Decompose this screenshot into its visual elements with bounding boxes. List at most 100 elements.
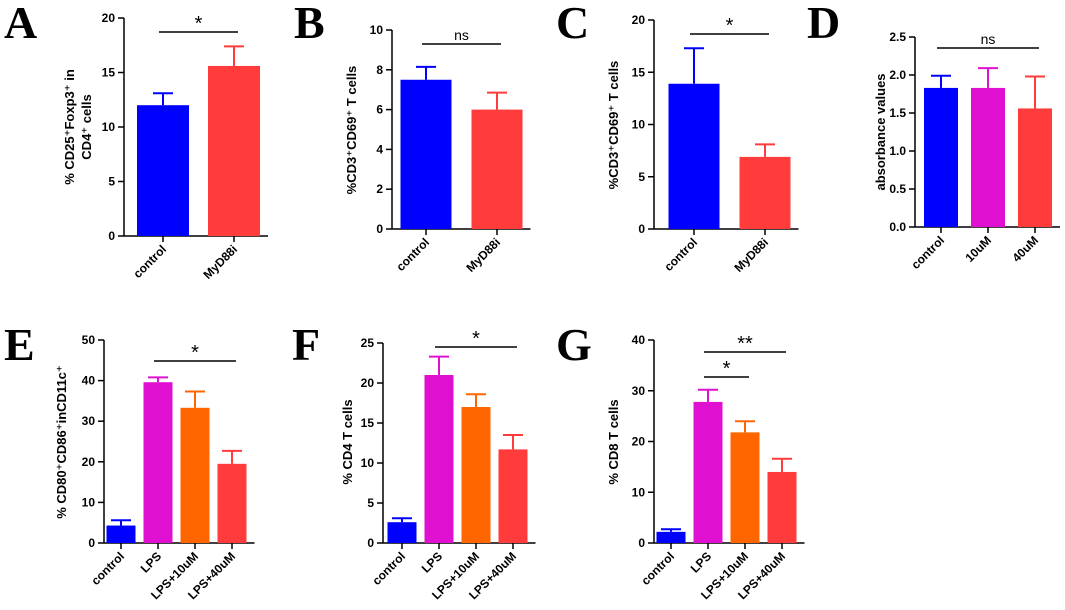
significance-label: *	[191, 342, 199, 364]
y-tick-label: 10	[361, 456, 375, 470]
x-category-label: LPS	[688, 549, 714, 575]
y-tick-label: 20	[102, 11, 116, 25]
y-axis-label: % CD25⁺Foxp3⁺ in CD4⁺ cells	[62, 69, 94, 185]
y-tick-label: 5	[638, 170, 645, 184]
y-tick-label: 1.5	[889, 106, 906, 120]
y-tick-label: 20	[82, 455, 96, 469]
y-tick-label: 5	[367, 496, 374, 510]
x-category-label: control	[88, 549, 127, 588]
y-tick-label: 10	[102, 120, 116, 134]
x-category-label: LPS	[138, 549, 164, 575]
y-tick-label: 2	[376, 182, 383, 196]
panel-letter: E	[4, 319, 35, 370]
y-tick-label: 50	[82, 333, 96, 347]
y-tick-label: 10	[82, 495, 96, 509]
y-tick-label: 4	[376, 142, 383, 156]
y-tick-label: 0	[376, 222, 383, 236]
significance-label: **	[737, 333, 753, 355]
panel-letter: B	[294, 0, 325, 48]
y-tick-label: 15	[102, 66, 116, 80]
x-category-label: MyD88i	[732, 235, 772, 275]
y-tick-label: 15	[632, 65, 646, 79]
y-tick-label: 0.5	[889, 182, 906, 196]
bar-10um	[971, 87, 1005, 227]
panel-letter: D	[807, 0, 840, 48]
y-axis-label-line: % CD8 T cells	[606, 399, 621, 484]
bar-myd88i	[739, 156, 791, 229]
y-axis-label: %CD3⁺CD69⁺ T cells	[344, 66, 359, 195]
y-tick-label: 0	[638, 536, 645, 550]
panel-letter: G	[556, 319, 592, 370]
panel-b: B 0 2 4 6 8 10 control MyD88i %CD3⁺CD69⁺ T cells n…	[294, 0, 531, 275]
y-tick-label: 2.5	[889, 30, 906, 44]
x-category-label: control	[638, 549, 677, 588]
bar-lps-40um	[498, 449, 528, 543]
x-category-label: control	[908, 233, 947, 272]
y-tick-label: 0	[88, 536, 95, 550]
panel-letter: C	[556, 0, 589, 48]
y-tick-label: 0	[108, 229, 115, 243]
bar-lps-10um	[461, 407, 491, 543]
y-tick-label: 10	[370, 23, 384, 37]
y-tick-label: 20	[632, 435, 646, 449]
y-tick-label: 40	[82, 374, 96, 388]
bar-myd88i	[208, 65, 260, 237]
y-tick-label: 30	[632, 384, 646, 398]
x-category-label: MyD88i	[201, 242, 241, 282]
y-axis-label-line: % CD4 T cells	[340, 399, 355, 484]
panel-letter: F	[292, 319, 320, 370]
y-axis-label: %CD3⁺CD69⁺ T cells	[606, 61, 621, 190]
bar-lps	[143, 382, 173, 543]
bar-lps	[424, 375, 454, 543]
bar-lps-10um	[730, 432, 760, 543]
significance-label: *	[723, 358, 731, 380]
x-category-label: control	[393, 235, 432, 274]
y-axis-label: % CD4 T cells	[340, 399, 355, 484]
x-category-label: 10uM	[963, 233, 995, 265]
y-tick-label: 5	[108, 175, 115, 189]
y-tick-label: 15	[361, 416, 375, 430]
panel-c: C 0 5 10 15 20 control MyD88i %CD3⁺CD69⁺ T cells…	[556, 0, 799, 275]
significance-label: ns	[981, 31, 996, 47]
bar-myd88i	[471, 109, 523, 229]
y-axis-label-line: % CD80⁺CD86⁺inCD11c⁺	[54, 365, 69, 519]
y-tick-label: 0	[367, 536, 374, 550]
bar-lps-40um	[767, 471, 797, 543]
bar-control	[400, 79, 452, 229]
bar-control	[387, 522, 417, 543]
y-tick-label: 6	[376, 103, 383, 117]
y-axis-label-line: CD4⁺ cells	[79, 94, 94, 159]
x-category-label: LPS	[419, 549, 445, 575]
y-tick-label: 10	[632, 485, 646, 499]
bar-lps-40um	[217, 463, 247, 543]
significance-label: ns	[454, 27, 469, 43]
panel-letter: A	[4, 0, 37, 48]
y-axis-label-line: %CD3⁺CD69⁺ T cells	[344, 66, 359, 195]
significance-label: *	[726, 15, 734, 37]
panel-a: A 0 5 10 15 20 control MyD88i % CD25⁺Foxp3⁺ in CD…	[4, 0, 268, 282]
bar-control	[924, 87, 958, 227]
y-axis-label: % CD8 T cells	[606, 399, 621, 484]
y-axis-label: % CD80⁺CD86⁺inCD11c⁺	[54, 365, 69, 519]
x-category-label: control	[130, 242, 169, 281]
x-category-label: control	[369, 549, 408, 588]
y-tick-label: 8	[376, 63, 383, 77]
y-axis-label: absorbance values	[873, 73, 888, 190]
significance-label: *	[472, 328, 480, 350]
y-tick-label: 25	[361, 336, 375, 350]
y-tick-label: 20	[361, 376, 375, 390]
y-axis-label-line: %CD3⁺CD69⁺ T cells	[606, 61, 621, 190]
x-category-label: control	[661, 235, 700, 274]
y-axis-label-line: % CD25⁺Foxp3⁺ in	[62, 69, 77, 185]
x-category-label: 40uM	[1010, 233, 1042, 265]
bar-control	[656, 531, 686, 543]
bar-lps-10um	[180, 407, 210, 543]
y-axis-label-line: absorbance values	[873, 73, 888, 190]
bar-40um	[1018, 108, 1052, 227]
y-tick-label: 30	[82, 414, 96, 428]
y-tick-label: 20	[632, 13, 646, 27]
y-tick-label: 0.0	[889, 220, 906, 234]
